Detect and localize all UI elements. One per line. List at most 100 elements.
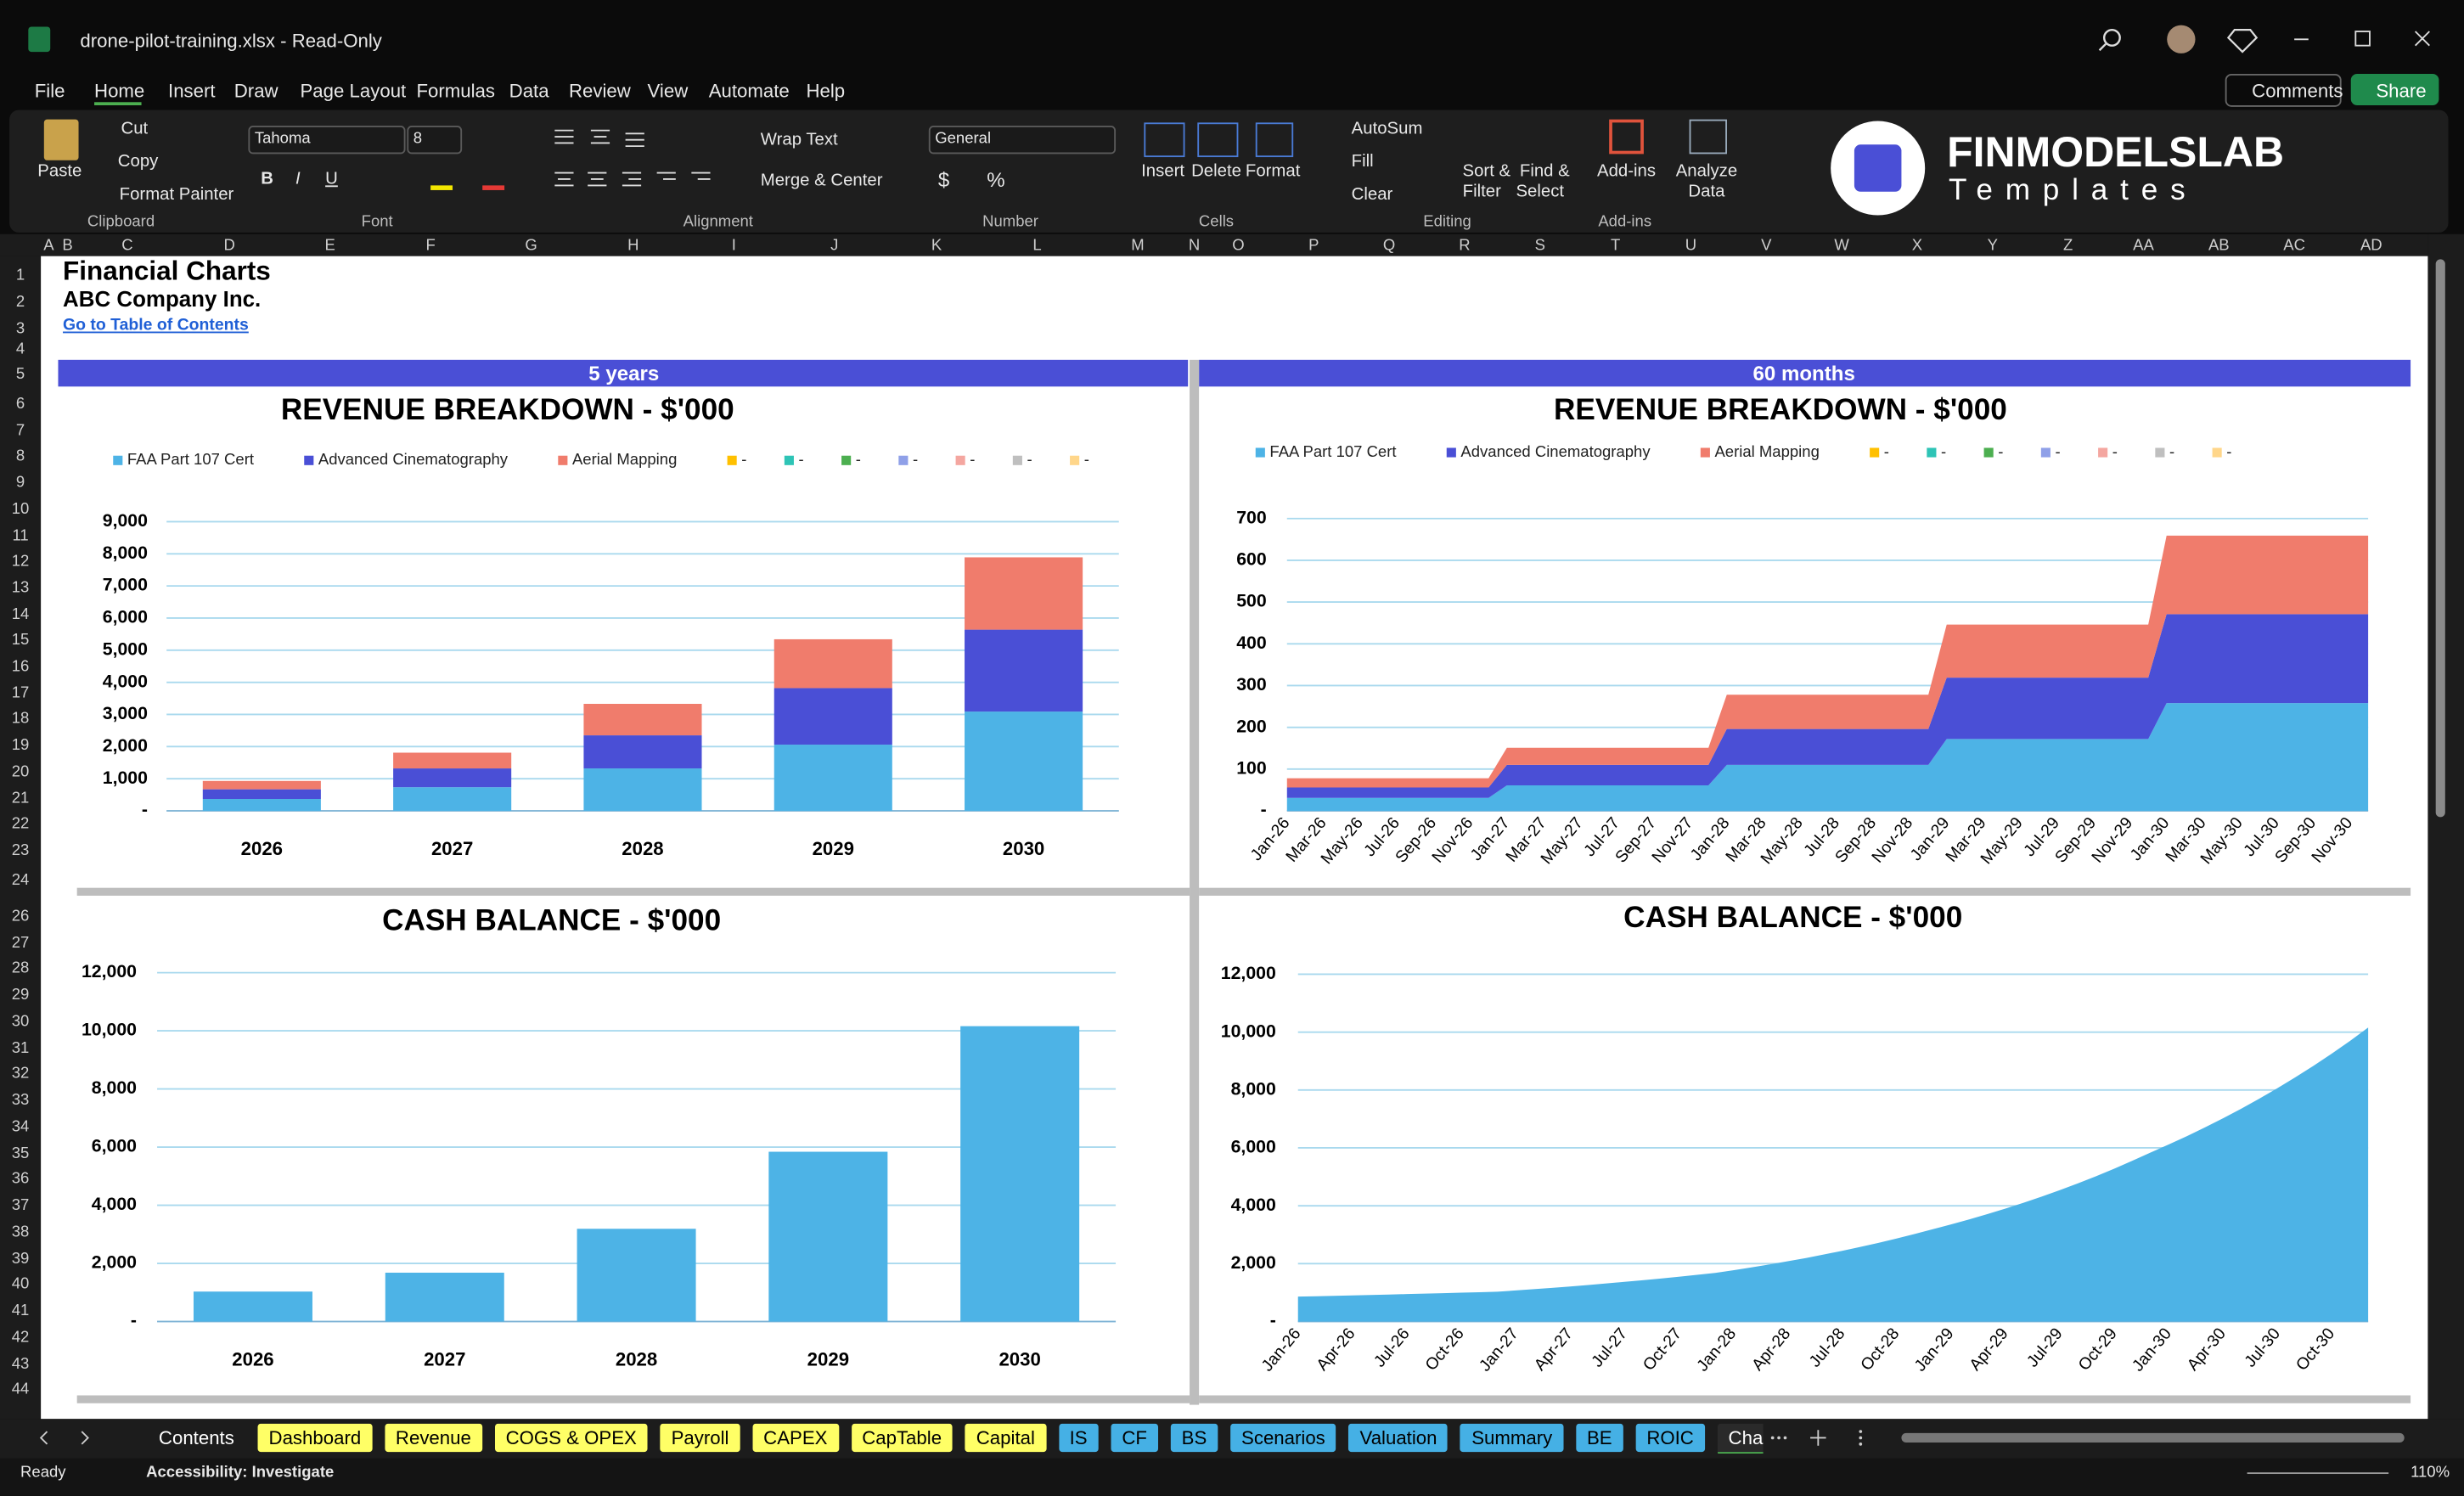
font-name-box[interactable]	[248, 126, 406, 155]
menu-item[interactable]: File	[34, 80, 65, 103]
row-header[interactable]: 20	[11, 763, 30, 781]
row-header[interactable]: 34	[11, 1118, 30, 1136]
ribbon-button[interactable]: Select	[1516, 182, 1565, 201]
ribbon-button[interactable]: Wrap Text	[760, 130, 838, 149]
ribbon-button[interactable]: Insert	[1141, 161, 1185, 181]
sheet-tab[interactable]: Charts	[1717, 1423, 1764, 1454]
ribbon-button[interactable]: Data	[1688, 182, 1725, 201]
sheet-tab[interactable]: BE	[1576, 1423, 1623, 1453]
column-header[interactable]: D	[223, 237, 235, 255]
row-header[interactable]: 14	[11, 605, 30, 624]
column-header[interactable]: T	[1610, 237, 1621, 255]
currency-button[interactable]: $	[937, 168, 950, 192]
maximize-button[interactable]	[2354, 31, 2371, 47]
zoom-slider[interactable]	[2247, 1472, 2389, 1475]
percent-button[interactable]: %	[987, 168, 1005, 192]
column-header[interactable]: M	[1131, 237, 1145, 255]
column-header[interactable]: Y	[1987, 237, 1998, 255]
ribbon-button[interactable]: AutoSum	[1351, 119, 1423, 138]
sheet-tab[interactable]: Payroll	[660, 1423, 740, 1453]
premium-icon[interactable]	[2226, 29, 2259, 53]
row-header[interactable]: 27	[11, 934, 30, 953]
column-header[interactable]: V	[1761, 237, 1772, 255]
column-header[interactable]: R	[1459, 237, 1471, 255]
menu-item[interactable]: Help	[806, 80, 846, 103]
row-header[interactable]: 37	[11, 1197, 30, 1215]
ribbon-button[interactable]: Clear	[1351, 185, 1393, 205]
row-header[interactable]: 16	[11, 658, 30, 676]
ribbon-button[interactable]: Merge & Center	[760, 171, 883, 190]
sheet-tab[interactable]: ROIC	[1635, 1423, 1705, 1453]
tab-scroll-arrows[interactable]	[28, 1426, 107, 1451]
row-header[interactable]: 3	[15, 320, 25, 338]
column-header[interactable]: N	[1188, 237, 1201, 255]
ribbon-button[interactable]: Sort &	[1462, 161, 1511, 181]
sheet-tab[interactable]: Valuation	[1348, 1423, 1449, 1453]
menu-item[interactable]: Automate	[708, 80, 790, 103]
menu-item[interactable]: View	[647, 80, 689, 103]
row-header[interactable]: 22	[11, 815, 30, 834]
vertical-scrollbar[interactable]	[2427, 233, 2464, 1420]
row-header[interactable]: 4	[15, 340, 25, 358]
column-header[interactable]: AB	[2208, 237, 2230, 255]
row-header[interactable]: 31	[11, 1039, 30, 1057]
row-header[interactable]: 30	[11, 1013, 30, 1032]
column-header[interactable]: H	[627, 237, 639, 255]
column-header[interactable]: J	[830, 237, 839, 255]
share-button[interactable]	[2350, 73, 2439, 106]
sheet-tab[interactable]: Scenarios	[1230, 1423, 1336, 1453]
font-color[interactable]	[482, 185, 505, 190]
row-header[interactable]: 29	[11, 987, 30, 1005]
menu-item[interactable]: Review	[568, 80, 631, 103]
row-header[interactable]: 18	[11, 711, 30, 728]
row-header[interactable]: 24	[11, 872, 30, 890]
ribbon-button[interactable]: Analyze	[1675, 161, 1738, 181]
ribbon-button[interactable]: Format	[1245, 161, 1301, 181]
column-header[interactable]: O	[1232, 237, 1245, 255]
sheet-tab[interactable]: COGS & OPEX	[494, 1423, 648, 1453]
menu-item[interactable]: Home	[94, 80, 145, 103]
scroll-thumb[interactable]	[2435, 259, 2445, 818]
ribbon-button[interactable]: Find &	[1519, 161, 1570, 181]
column-header[interactable]: A	[43, 237, 54, 255]
ribbon-button[interactable]: Filter	[1462, 182, 1501, 201]
row-header[interactable]: 43	[11, 1355, 30, 1373]
ribbon-button[interactable]: Fill	[1351, 152, 1374, 172]
row-header[interactable]: 10	[11, 501, 30, 519]
number-format-box[interactable]	[928, 126, 1117, 155]
tab-actions[interactable]	[1766, 1426, 1892, 1451]
row-header[interactable]: 9	[15, 475, 25, 492]
sheet-tab[interactable]: IS	[1058, 1423, 1099, 1453]
analyze-icon[interactable]	[1689, 119, 1727, 155]
column-header[interactable]: X	[1911, 237, 1923, 255]
italic-button[interactable]: I	[295, 169, 301, 189]
addins-icon[interactable]	[1609, 119, 1644, 155]
row-header[interactable]: 7	[15, 422, 25, 440]
row-header[interactable]: 13	[11, 579, 30, 598]
column-header[interactable]: L	[1032, 237, 1042, 255]
row-header[interactable]: 41	[11, 1302, 30, 1320]
row-header[interactable]: 11	[12, 526, 29, 545]
comments-button[interactable]	[2225, 73, 2342, 107]
row-header[interactable]: 12	[11, 553, 30, 571]
menu-item[interactable]: Draw	[233, 80, 278, 103]
column-header[interactable]: B	[62, 237, 73, 255]
avatar[interactable]	[2167, 25, 2196, 53]
ribbon-button[interactable]: Copy	[117, 152, 159, 172]
ribbon-button[interactable]: Format Painter	[119, 185, 234, 205]
ribbon-button[interactable]: Paste	[37, 161, 82, 181]
row-header[interactable]: 39	[11, 1250, 30, 1268]
column-header[interactable]: AD	[2360, 237, 2382, 255]
sheet-tab[interactable]: CapTable	[851, 1423, 954, 1453]
row-header[interactable]: 1	[15, 267, 25, 284]
sheet-tab[interactable]: Revenue	[384, 1423, 482, 1453]
column-header[interactable]: Z	[2062, 237, 2073, 255]
column-header[interactable]: S	[1534, 237, 1545, 255]
underline-button[interactable]: U	[325, 169, 338, 189]
column-header[interactable]: W	[1834, 237, 1849, 255]
sheet-tab[interactable]: BS	[1170, 1423, 1218, 1453]
row-header[interactable]: 8	[15, 448, 25, 466]
row-header[interactable]: 23	[11, 841, 30, 860]
row-header[interactable]: 36	[11, 1171, 30, 1189]
format-icon[interactable]	[1255, 122, 1294, 158]
